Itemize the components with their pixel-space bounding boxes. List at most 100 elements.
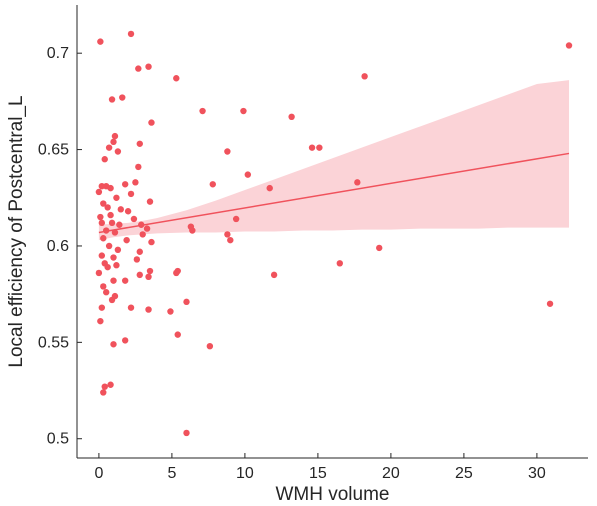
x-tick-label: 20 [382, 465, 400, 482]
data-point [546, 300, 554, 307]
data-point [133, 256, 141, 263]
data-point [114, 148, 122, 155]
data-point [183, 429, 190, 437]
data-point [110, 341, 117, 348]
data-point [107, 381, 114, 388]
x-ticks: 0 5 10 15 20 25 30 [94, 453, 546, 482]
y-tick-label: 0.5 [47, 431, 69, 448]
x-axis-title: WMH volume [275, 484, 389, 505]
data-point [98, 252, 106, 259]
data-point [101, 383, 108, 390]
data-point [189, 227, 196, 234]
y-axis-title: Local efficiency of Postcentral_L [6, 95, 27, 367]
data-point [376, 244, 383, 252]
y-ticks: 0.5 0.55 0.6 0.65 0.7 [38, 45, 82, 448]
data-point [121, 181, 129, 188]
x-tick-label: 30 [528, 465, 546, 482]
data-point [232, 215, 240, 223]
data-point [104, 263, 111, 271]
data-point [145, 273, 152, 280]
data-point [105, 242, 113, 250]
data-point [97, 38, 104, 45]
data-point [98, 219, 106, 227]
y-tick-label: 0.55 [38, 334, 69, 351]
data-point [108, 296, 116, 304]
data-point [136, 140, 143, 147]
data-point [136, 248, 143, 255]
data-point [113, 262, 120, 269]
data-point [130, 215, 138, 223]
data-point [105, 144, 113, 151]
confidence-band [98, 80, 570, 241]
data-point [174, 331, 181, 338]
data-point [108, 96, 116, 103]
regression-line [98, 152, 570, 234]
data-point [127, 190, 135, 198]
data-point [121, 277, 129, 284]
data-point [138, 221, 145, 228]
confidence-band-layer [98, 80, 570, 241]
data-point [127, 30, 135, 38]
data-point [107, 184, 114, 192]
data-point [110, 138, 117, 146]
data-point [145, 306, 152, 313]
y-tick-label: 0.65 [38, 142, 69, 159]
data-point [107, 211, 114, 219]
data-point [108, 219, 116, 227]
data-point [103, 289, 110, 296]
data-point [209, 181, 216, 188]
data-point [116, 221, 123, 228]
x-tick-label: 25 [455, 465, 473, 482]
x-tick-label: 0 [94, 465, 103, 482]
data-point [111, 132, 119, 140]
x-tick-label: 5 [167, 465, 176, 482]
data-point [114, 246, 122, 254]
data-point [100, 389, 107, 396]
data-point [240, 107, 247, 115]
data-point [336, 260, 343, 267]
data-point [100, 235, 107, 242]
y-tick-label: 0.7 [47, 45, 69, 62]
data-point [123, 236, 130, 244]
y-tick-label: 0.6 [47, 238, 69, 255]
data-point [103, 227, 110, 234]
data-point [98, 304, 106, 311]
fit-line-layer [98, 152, 570, 234]
data-point [148, 238, 155, 246]
data-point [224, 148, 231, 155]
data-point [97, 213, 104, 221]
data-point [111, 229, 119, 236]
data-point [183, 298, 190, 306]
data-point [146, 267, 154, 275]
data-point [100, 200, 107, 207]
data-point [110, 254, 117, 261]
data-point [143, 225, 151, 232]
data-point [98, 183, 106, 190]
x-tick-label: 15 [309, 465, 327, 482]
data-point [167, 308, 174, 315]
data-point [117, 206, 125, 213]
data-point [132, 179, 139, 186]
data-point [100, 283, 107, 290]
data-point [206, 343, 214, 350]
data-point [270, 271, 278, 279]
data-point [227, 236, 234, 244]
data-point [244, 171, 252, 178]
data-point [266, 184, 273, 192]
data-point [121, 337, 129, 344]
data-point [199, 107, 206, 115]
data-point [124, 208, 132, 215]
data-point [288, 113, 295, 121]
data-point [316, 144, 323, 151]
axes-layer [76, 5, 588, 459]
x-tick-label: 10 [236, 465, 254, 482]
data-point [127, 304, 135, 311]
data-point [135, 65, 142, 72]
data-point [136, 271, 143, 279]
data-point [224, 231, 231, 238]
data-point [173, 269, 180, 277]
data-point [354, 179, 361, 186]
data-point [110, 277, 117, 284]
data-point [361, 73, 368, 80]
